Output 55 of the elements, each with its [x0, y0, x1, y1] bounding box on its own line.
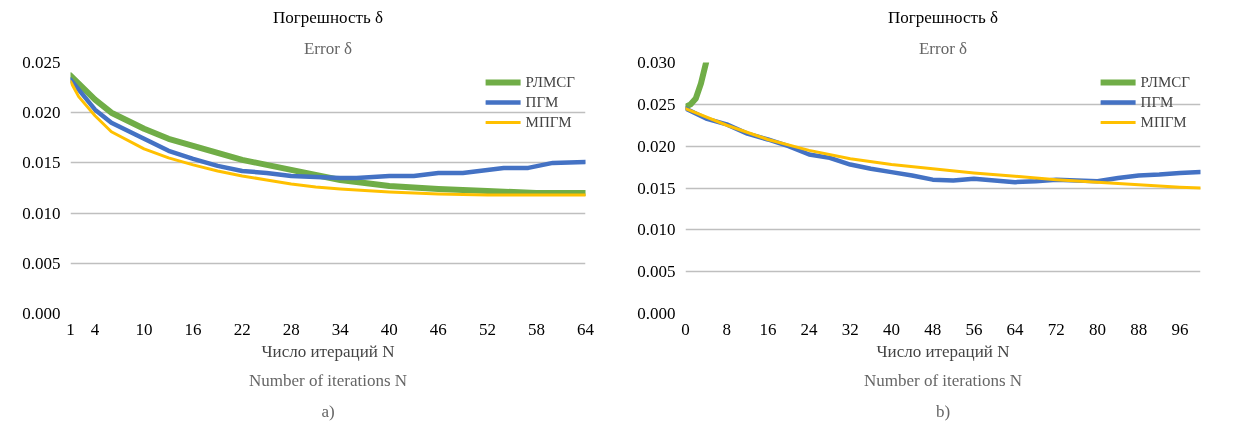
x-tick-label: 64 — [577, 319, 595, 339]
text: Number of iterations N — [863, 370, 1023, 390]
x-tick-label: 40 — [883, 319, 900, 339]
x-tick-label: 1 — [66, 319, 75, 339]
x-tick-label: 8 — [722, 319, 731, 339]
y-tick-label: 0.015 — [637, 178, 676, 198]
chart-subtitle: Error δ — [918, 38, 968, 58]
x-axis-title: Число итераций N — [261, 341, 395, 361]
text: a) — [321, 401, 335, 421]
legend-label: ПГМ — [1140, 93, 1174, 111]
y-tick-label: 0.020 — [22, 103, 61, 123]
x-tick-label: 24 — [800, 319, 819, 339]
x-tick-label: 0 — [681, 319, 690, 339]
y-tick-label: 0.025 — [22, 53, 61, 72]
x-tick-label: 46 — [429, 319, 447, 339]
y-tick-label: 0.000 — [637, 304, 676, 323]
y-tick-label: 0.010 — [22, 203, 61, 223]
x-tick-label: 58 — [527, 319, 545, 339]
text: Number of iterations N — [248, 370, 408, 390]
x-tick-label: 16 — [184, 319, 202, 339]
x-tick-label: 40 — [380, 319, 398, 339]
y-tick-label: 0.030 — [637, 53, 676, 72]
x-tick-label: 48 — [924, 319, 942, 339]
y-tick-label: 0.020 — [637, 136, 676, 156]
legend-label: МПГМ — [525, 113, 572, 131]
x-tick-label: 10 — [135, 319, 153, 339]
legend-label: РЛМСГ — [525, 73, 575, 91]
line-series — [70, 77, 586, 181]
chart-title: Погрешность δ — [273, 7, 383, 27]
x-tick-label: 72 — [1047, 319, 1065, 339]
y-tick-label: 0.000 — [22, 304, 61, 323]
x-tick-label: 28 — [282, 319, 300, 339]
text: b) — [935, 401, 951, 421]
x-tick-label: 16 — [759, 319, 777, 339]
y-tick-label: 0.005 — [637, 262, 676, 282]
x-axis-title: Число итераций N — [876, 341, 1010, 361]
chart-subtitle: Error δ — [303, 38, 353, 58]
x-tick-label: 96 — [1171, 319, 1189, 339]
x-tick-label: 88 — [1130, 319, 1148, 339]
legend-label: РЛМСГ — [1140, 73, 1190, 91]
x-tick-label: 56 — [965, 319, 983, 339]
x-tick-label: 80 — [1089, 319, 1106, 339]
x-tick-label: 22 — [233, 319, 251, 339]
y-tick-label: 0.025 — [637, 94, 676, 114]
x-tick-label: 4 — [90, 319, 100, 339]
chart-title: Погрешность δ — [888, 7, 998, 27]
y-tick-label: 0.005 — [22, 253, 61, 273]
y-tick-label: 0.015 — [22, 153, 61, 173]
x-tick-label: 34 — [331, 319, 350, 339]
y-tick-label: 0.010 — [637, 220, 676, 240]
x-tick-label: 32 — [841, 319, 859, 339]
legend-label: МПГМ — [1140, 113, 1187, 131]
legend-label: ПГМ — [525, 93, 559, 111]
x-tick-label: 52 — [478, 319, 496, 339]
x-tick-label: 64 — [1006, 319, 1025, 339]
